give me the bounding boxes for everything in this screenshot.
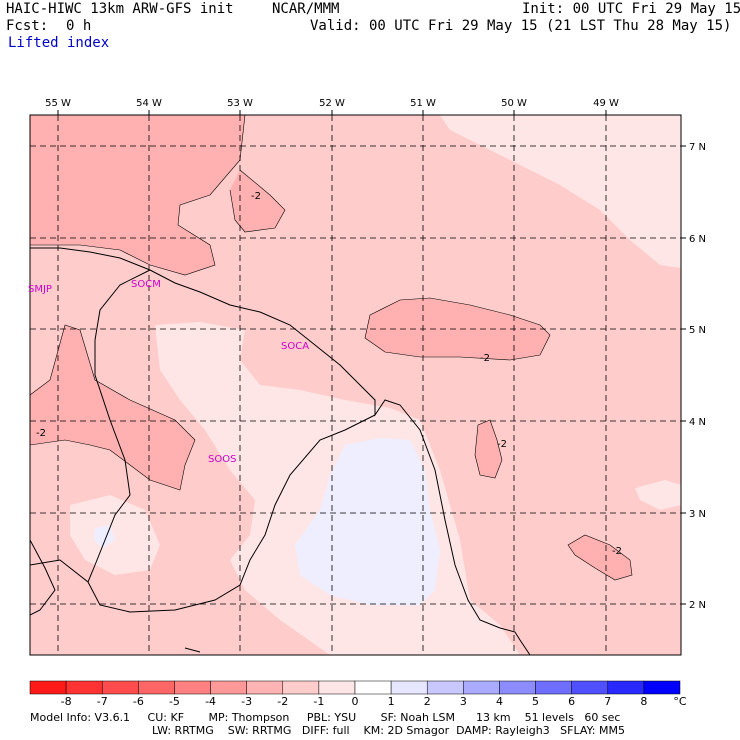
- colorbar-label: 6: [568, 695, 575, 708]
- station-label: SOCM: [131, 279, 161, 290]
- organization: NCAR/MMM: [272, 1, 340, 17]
- lat-label: 3 N: [689, 509, 706, 520]
- station-label: SMJP: [28, 284, 52, 295]
- map-frame: [29, 114, 682, 656]
- contour-layer: [30, 115, 633, 581]
- colorbar-label: 8: [640, 695, 647, 708]
- field-name: Lifted index: [8, 35, 110, 51]
- shading-dark-se: [568, 535, 632, 580]
- colorbar-unit: °C: [673, 695, 687, 708]
- footer-physics-info: LW: RRTMG SW: RRTMG DIFF: full KM: 2D Sm…: [152, 724, 625, 737]
- lon-label: 55 W: [45, 98, 71, 109]
- colorbar-label: 0: [352, 695, 359, 708]
- colorbar: -8 -7 -6 -5 -4 -3 -2 -1 0 1 2 3 4 5 6 7 8 °C: [29, 680, 687, 708]
- shading-blue: [295, 438, 440, 605]
- coastline: [30, 247, 531, 655]
- shading-dark-west: [30, 325, 195, 490]
- colorbar-swatch: [571, 680, 609, 695]
- colorbar-swatch: [210, 680, 247, 695]
- lon-label: 51 W: [410, 98, 436, 109]
- colorbar-swatch: [65, 680, 103, 695]
- contour-label: -2: [36, 428, 46, 439]
- contour-east: [364, 297, 551, 361]
- colorbar-label: 3: [460, 695, 467, 708]
- contour-se: [567, 534, 633, 581]
- contour-nw: [30, 115, 246, 276]
- lat-label: 4 N: [689, 417, 706, 428]
- shading-light-se: [635, 480, 681, 510]
- colorbar-label: -3: [241, 695, 252, 708]
- lon-label: 53 W: [227, 98, 253, 109]
- lat-label: 7 N: [689, 142, 706, 153]
- colorbar-swatch: [535, 680, 572, 695]
- lon-label: 54 W: [136, 98, 162, 109]
- border-layer: [30, 247, 531, 655]
- station-label: SOCA: [281, 341, 309, 352]
- colorbar-swatch: [29, 680, 67, 695]
- colorbar-swatch: [318, 680, 356, 695]
- colorbar-swatch: [499, 680, 536, 695]
- colorbar-label: -5: [169, 695, 180, 708]
- colorbar-swatch: [282, 680, 320, 695]
- shading-light-sw: [70, 495, 160, 575]
- forecast-hour: 0 h: [66, 18, 92, 34]
- lat-label: 5 N: [689, 325, 706, 336]
- valid-time: Valid: 00 UTC Fri 29 May 15 (21 LST Thu …: [310, 18, 732, 34]
- shading-blue-sw: [94, 525, 115, 548]
- colorbar-label: 4: [496, 695, 503, 708]
- lon-label: 49 W: [593, 98, 619, 109]
- footer-model-info: Model Info: V3.6.1 CU: KF MP: Thompson P…: [30, 711, 621, 724]
- colorbar-swatch: [463, 680, 500, 695]
- contour-west: [30, 324, 196, 491]
- station-label: SOOS: [208, 454, 236, 465]
- model-title: HAIC-HIWC 13km ARW-GFS init: [6, 1, 234, 17]
- contour-label: -2: [612, 546, 622, 557]
- shading-light-ne: [440, 115, 681, 268]
- contour-small: [474, 419, 503, 479]
- contour-label: -2: [497, 439, 507, 450]
- colorbar-swatch: [174, 680, 211, 695]
- colorbar-swatch: [246, 680, 284, 695]
- colorbar-label: -8: [61, 695, 72, 708]
- colorbar-swatch: [354, 680, 392, 695]
- forecast-label: Fcst:: [6, 18, 49, 34]
- border-south-frag: [184, 647, 201, 653]
- colorbar-swatch: [643, 680, 681, 695]
- shading-dark-nw: [30, 115, 245, 275]
- contour-label: -2: [480, 353, 490, 364]
- shading-dark-small: [475, 420, 502, 478]
- colorbar-swatch: [390, 680, 428, 695]
- lat-label: 6 N: [689, 234, 706, 245]
- gridlines: [30, 115, 681, 655]
- colorbar-label: 2: [424, 695, 431, 708]
- colorbar-label: -7: [97, 695, 108, 708]
- colorbar-label: -2: [277, 695, 288, 708]
- shading-layer: [30, 115, 681, 655]
- border-fr-brazil: [30, 539, 56, 616]
- lat-label: 2 N: [689, 600, 706, 611]
- colorbar-label: -6: [133, 695, 144, 708]
- init-time: Init: 00 UTC Fri 29 May 15: [522, 1, 740, 17]
- colorbar-swatch: [101, 680, 139, 695]
- colorbar-swatch: [426, 680, 464, 695]
- colorbar-label: -1: [313, 695, 324, 708]
- shading-dark-nw2: [230, 170, 285, 232]
- colorbar-swatch: [138, 680, 175, 695]
- colorbar-label: -4: [205, 695, 216, 708]
- contour-nw2: [229, 169, 286, 233]
- tick-marks: [57, 110, 686, 605]
- colorbar-label: 5: [532, 695, 539, 708]
- lon-label: 50 W: [501, 98, 527, 109]
- colorbar-label: 1: [388, 695, 395, 708]
- colorbar-label: 7: [604, 695, 611, 708]
- border-suriname-guyana: [87, 269, 151, 583]
- lon-label: 52 W: [319, 98, 345, 109]
- colorbar-swatch: [607, 680, 645, 695]
- contour-label: -2: [251, 191, 261, 202]
